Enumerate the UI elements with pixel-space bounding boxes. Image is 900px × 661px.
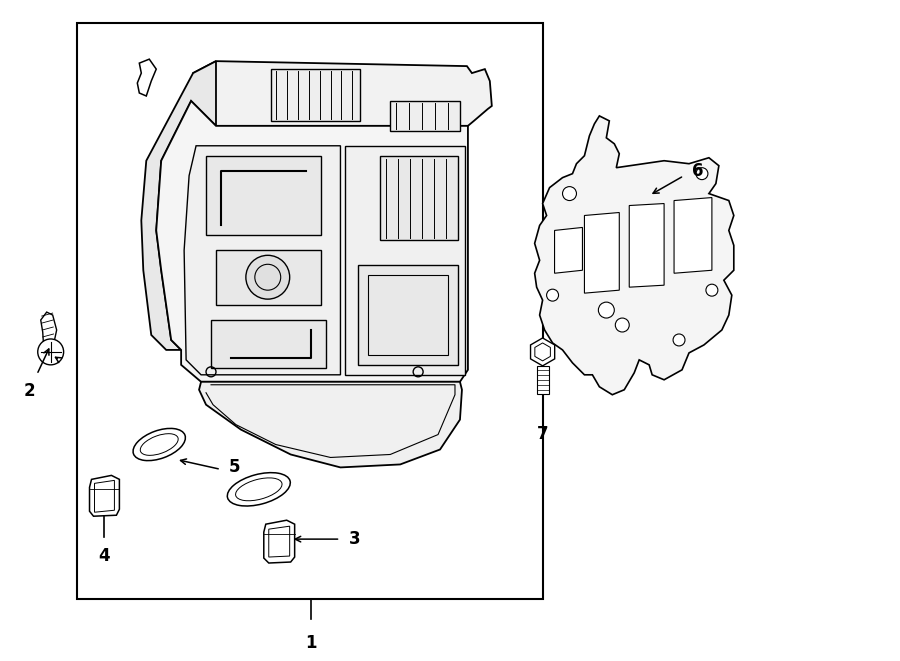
- Polygon shape: [381, 156, 458, 241]
- Polygon shape: [138, 59, 157, 96]
- Circle shape: [38, 339, 64, 365]
- Bar: [536, 366, 549, 394]
- Polygon shape: [271, 69, 360, 121]
- Polygon shape: [554, 227, 582, 273]
- Text: 2: 2: [24, 382, 36, 400]
- Text: 6: 6: [692, 162, 704, 180]
- Circle shape: [706, 284, 718, 296]
- Polygon shape: [358, 265, 458, 365]
- Polygon shape: [211, 320, 326, 368]
- Polygon shape: [199, 382, 462, 467]
- Ellipse shape: [133, 428, 185, 461]
- Polygon shape: [584, 212, 619, 293]
- Polygon shape: [216, 251, 320, 305]
- Polygon shape: [184, 146, 340, 375]
- Polygon shape: [264, 520, 294, 563]
- Text: 1: 1: [305, 634, 316, 652]
- Polygon shape: [346, 146, 465, 375]
- Polygon shape: [89, 475, 120, 516]
- Text: 7: 7: [536, 424, 548, 443]
- Ellipse shape: [228, 473, 291, 506]
- Polygon shape: [157, 101, 468, 382]
- Circle shape: [546, 289, 559, 301]
- Circle shape: [616, 318, 629, 332]
- Circle shape: [246, 255, 290, 299]
- Polygon shape: [629, 204, 664, 287]
- Polygon shape: [40, 312, 57, 348]
- Polygon shape: [391, 101, 460, 131]
- Circle shape: [598, 302, 615, 318]
- Text: 5: 5: [229, 459, 240, 477]
- Polygon shape: [141, 61, 216, 350]
- Circle shape: [696, 168, 708, 180]
- Polygon shape: [535, 116, 734, 395]
- Text: 4: 4: [99, 547, 111, 565]
- Polygon shape: [191, 61, 491, 126]
- Polygon shape: [674, 198, 712, 273]
- Circle shape: [673, 334, 685, 346]
- Polygon shape: [206, 156, 320, 235]
- Bar: [76, 23, 543, 599]
- Text: 3: 3: [348, 530, 360, 548]
- Circle shape: [562, 186, 577, 200]
